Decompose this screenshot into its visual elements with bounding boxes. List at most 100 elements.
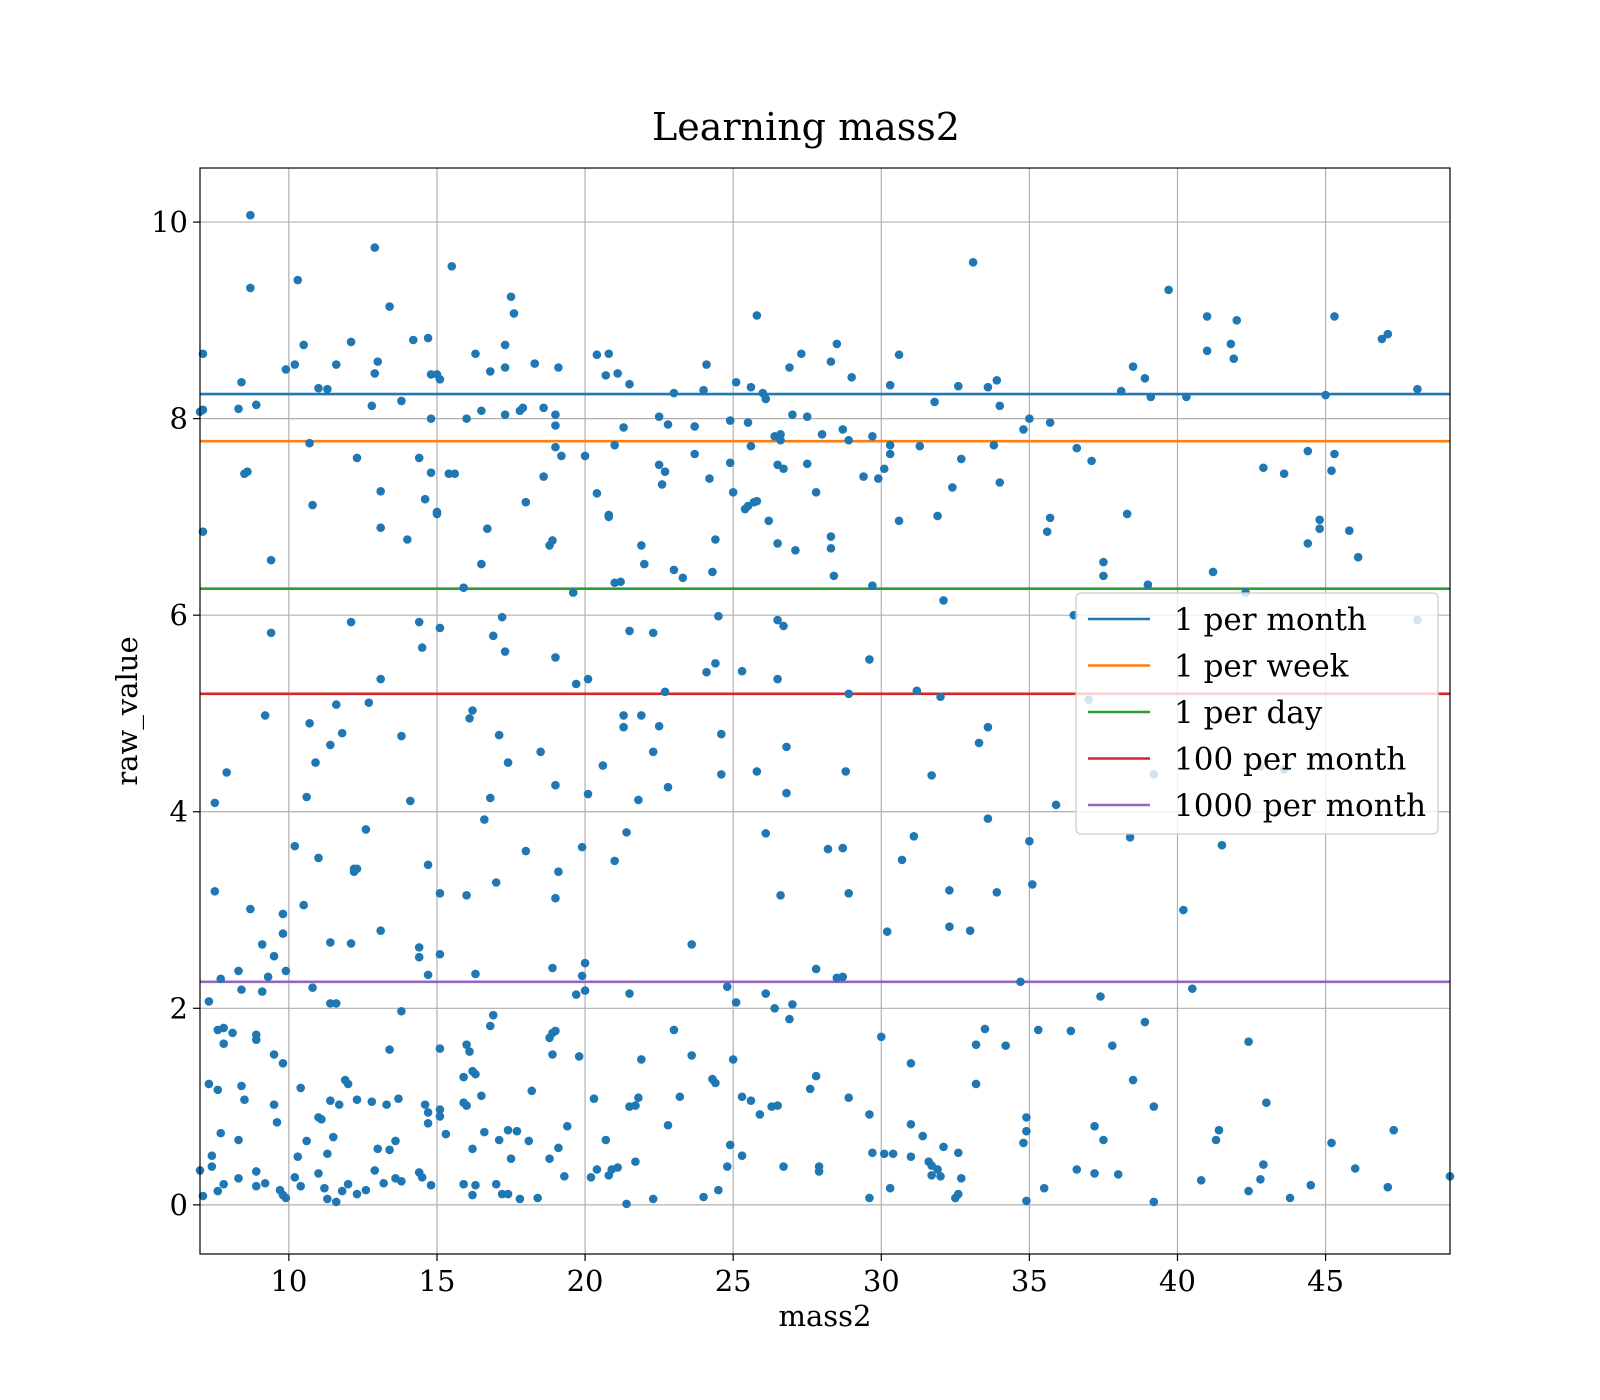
data-point <box>678 573 688 583</box>
data-point <box>361 825 371 834</box>
data-point <box>725 416 735 425</box>
data-point <box>1187 984 1197 993</box>
data-point <box>503 1189 513 1199</box>
data-point <box>281 1193 291 1203</box>
data-point <box>868 581 877 590</box>
data-point <box>1164 285 1173 295</box>
data-point <box>216 1128 226 1138</box>
data-point <box>370 1166 380 1175</box>
data-point <box>811 964 821 974</box>
data-point <box>459 1179 468 1189</box>
data-point <box>376 487 385 496</box>
data-point <box>779 464 788 474</box>
data-point <box>305 718 314 728</box>
data-point <box>406 796 415 806</box>
data-point <box>1140 374 1150 383</box>
data-point <box>471 969 480 979</box>
data-point <box>352 1095 362 1104</box>
data-point <box>1244 1186 1253 1196</box>
data-point <box>604 349 614 359</box>
data-point <box>687 1051 697 1060</box>
data-point <box>844 435 853 445</box>
data-point <box>690 449 699 459</box>
data-point <box>838 972 848 982</box>
data-point <box>1045 418 1055 427</box>
data-point <box>334 1100 344 1109</box>
data-point <box>450 469 460 478</box>
data-point <box>601 371 611 380</box>
data-point <box>610 856 619 866</box>
data-point <box>743 418 753 427</box>
data-point <box>326 999 335 1008</box>
data-point <box>471 1180 480 1190</box>
data-point <box>216 974 226 984</box>
data-point <box>930 397 939 407</box>
data-point <box>251 1167 261 1176</box>
data-point <box>811 1071 821 1081</box>
data-point <box>278 909 288 919</box>
data-point <box>782 788 791 798</box>
data-point <box>583 789 593 799</box>
data-point <box>506 1154 516 1163</box>
data-point <box>417 1173 427 1182</box>
data-point <box>1182 392 1191 402</box>
data-point <box>1214 1125 1224 1135</box>
data-point <box>198 1191 208 1201</box>
data-point <box>308 983 317 992</box>
x-tick-label: 45 <box>1307 1264 1344 1298</box>
data-point <box>554 363 563 372</box>
data-point <box>403 535 412 544</box>
legend-label: 1 per month <box>1174 602 1367 638</box>
data-point <box>240 469 249 478</box>
data-point <box>551 780 560 790</box>
data-point <box>746 1096 756 1105</box>
y-tick-label: 10 <box>151 205 188 239</box>
data-point <box>385 1045 394 1054</box>
data-point <box>1128 362 1138 371</box>
data-point <box>1217 840 1227 850</box>
data-point <box>1211 1135 1221 1145</box>
data-point <box>1072 443 1082 453</box>
data-point <box>240 1095 249 1104</box>
data-point <box>485 367 495 376</box>
data-point <box>370 369 380 378</box>
data-point <box>376 926 385 935</box>
data-point <box>580 986 590 995</box>
data-point <box>779 621 788 631</box>
data-point <box>690 422 699 431</box>
data-point <box>376 674 385 684</box>
data-point <box>397 1176 406 1186</box>
data-point <box>1262 1098 1271 1107</box>
data-point <box>637 711 646 720</box>
data-point <box>320 1183 329 1193</box>
data-point <box>802 412 812 421</box>
data-point <box>865 1110 874 1119</box>
data-point <box>290 1173 300 1182</box>
data-point <box>468 1190 477 1200</box>
data-point <box>246 210 255 220</box>
data-point <box>500 647 510 656</box>
data-point <box>246 283 255 293</box>
data-point <box>302 792 311 802</box>
data-point <box>909 832 919 841</box>
data-point <box>613 1163 622 1172</box>
data-point <box>263 972 273 982</box>
data-point <box>302 1136 311 1146</box>
data-point <box>491 878 501 887</box>
data-point <box>293 275 303 285</box>
data-point <box>675 1092 685 1102</box>
data-point <box>251 1035 261 1045</box>
data-point <box>731 377 741 387</box>
data-point <box>539 403 548 413</box>
data-point <box>906 1152 916 1162</box>
data-point <box>945 886 954 895</box>
data-point <box>785 1014 794 1024</box>
data-point <box>761 829 771 838</box>
data-point <box>844 689 853 699</box>
data-point <box>927 1171 936 1180</box>
data-point <box>485 1021 495 1031</box>
data-point <box>761 989 771 998</box>
data-point <box>343 1079 353 1089</box>
data-point <box>992 888 1002 897</box>
data-point <box>477 559 486 569</box>
